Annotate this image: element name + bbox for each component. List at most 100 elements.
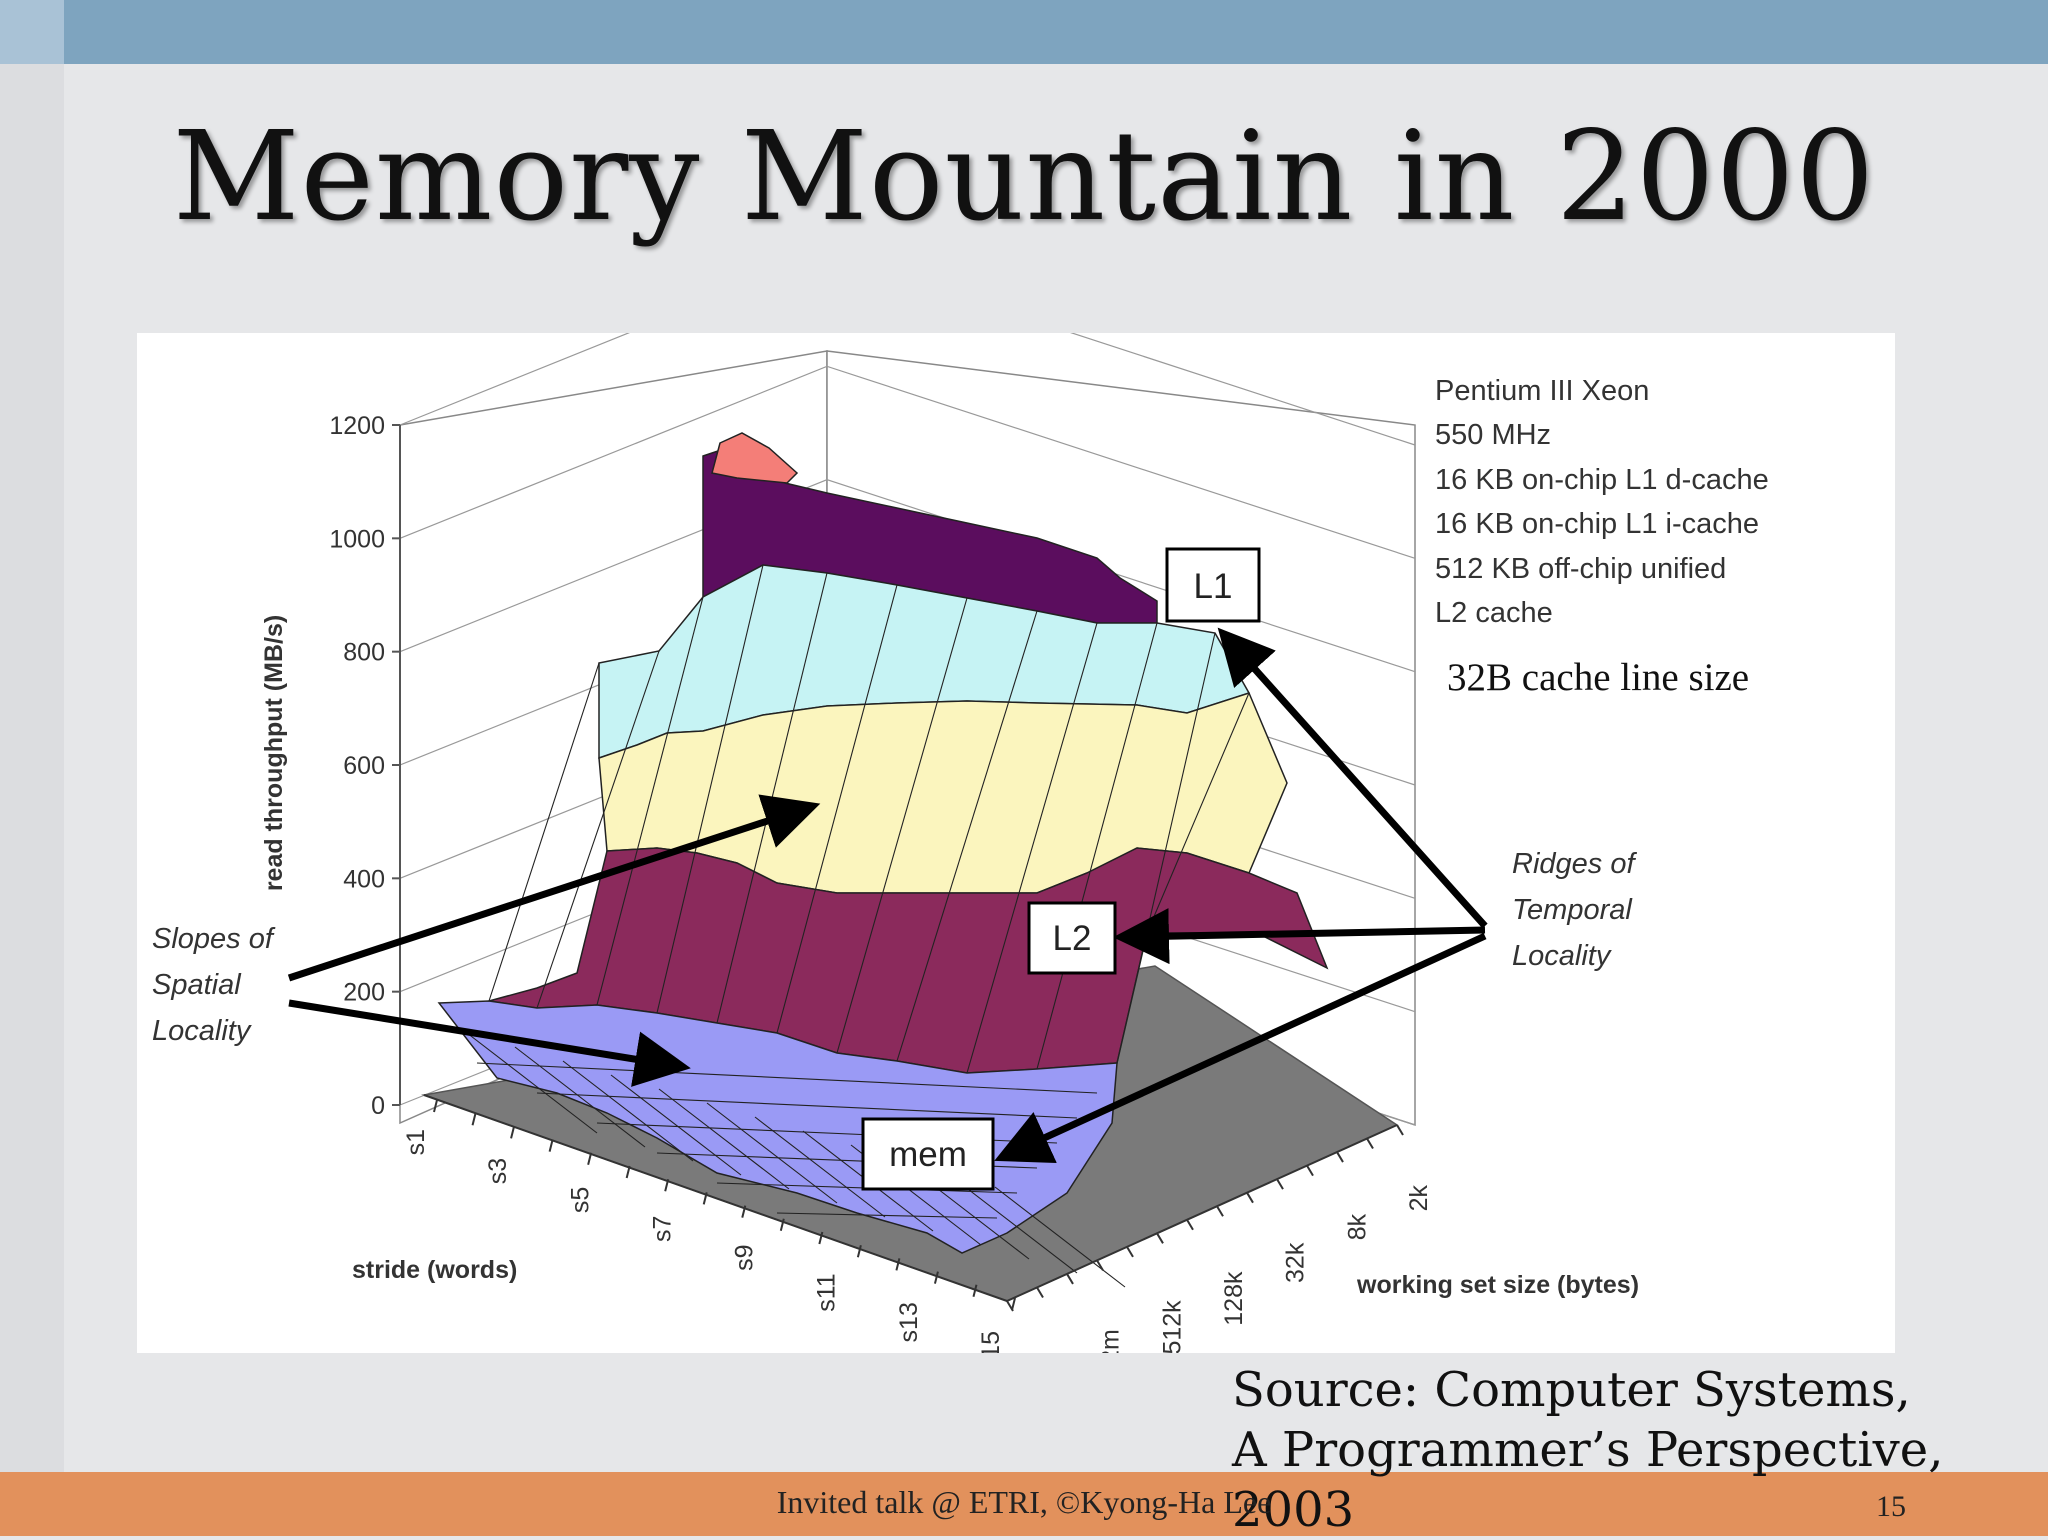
spec-line: 16 KB on-chip L1 i-cache bbox=[1435, 508, 1759, 540]
size-tick-mark bbox=[1066, 1273, 1074, 1285]
mesh-line bbox=[610, 1074, 742, 1176]
stride-tick-label: s13 bbox=[895, 1302, 923, 1342]
stride-tick-mark bbox=[856, 1244, 862, 1258]
size-tick-mark bbox=[1216, 1205, 1224, 1217]
mesh-line bbox=[776, 1212, 998, 1219]
top-bar-accent bbox=[0, 0, 64, 64]
box-l2: L2 bbox=[1027, 901, 1117, 975]
mesh-line bbox=[536, 650, 660, 1009]
stride-ticks: s1 s3 s5 s7 s9 s11 s13 s15 bbox=[402, 1099, 1016, 1353]
y-ticks: 0 200 400 600 800 1000 1200 bbox=[329, 412, 400, 1120]
stride-tick-mark bbox=[1011, 1297, 1016, 1311]
spec-block: Pentium III Xeon 550 MHz 16 KB on-chip L… bbox=[1435, 375, 1769, 629]
slopes-annotation: Slopes of Spatial Locality bbox=[152, 923, 276, 1047]
slopes-line: Locality bbox=[152, 1015, 252, 1047]
memory-mountain-figure: 0 200 400 600 800 1000 1200 read throughput (M… bbox=[137, 333, 1895, 1353]
box-l1-label: L1 bbox=[1194, 567, 1233, 606]
stride-tick-mark bbox=[625, 1165, 631, 1179]
mountain-svg: 0 200 400 600 800 1000 1200 read throughput (M… bbox=[152, 333, 1769, 1353]
size-tick-mark bbox=[1306, 1165, 1314, 1177]
mesh-line bbox=[1146, 692, 1250, 934]
stride-tick-label: s1 bbox=[402, 1129, 430, 1155]
stride-axis-line bbox=[423, 1094, 1008, 1302]
cache-line-note: 32B cache line size bbox=[1447, 656, 1749, 699]
stride-tick-mark bbox=[471, 1112, 477, 1126]
box-l1-frame bbox=[1165, 547, 1261, 623]
stride-tick-label: s3 bbox=[484, 1158, 512, 1184]
slopes-line: Spatial bbox=[152, 969, 242, 1001]
arrow-slopes-lower bbox=[288, 999, 691, 1087]
mesh-line bbox=[476, 1062, 1098, 1094]
mesh-line bbox=[488, 662, 600, 1002]
ridges-line: Temporal bbox=[1512, 894, 1633, 926]
size-axis-line bbox=[1006, 1124, 1398, 1302]
mesh-line bbox=[754, 1116, 886, 1218]
band-peak-salmon bbox=[711, 432, 799, 484]
size-tick-mark bbox=[1246, 1192, 1254, 1204]
spec-line: 16 KB on-chip L1 d-cache bbox=[1435, 464, 1769, 496]
mesh-line bbox=[536, 1092, 1078, 1119]
mesh-line bbox=[1116, 632, 1216, 1064]
stride-tick-mark bbox=[972, 1284, 978, 1298]
size-tick-label: 2k bbox=[1405, 1185, 1433, 1212]
stride-tick-mark bbox=[510, 1126, 516, 1139]
mesh-line bbox=[466, 1032, 598, 1134]
ridges-annotation: Ridges of Temporal Locality bbox=[1512, 848, 1637, 972]
bottom-bar bbox=[0, 1472, 2048, 1536]
size-tick-mark bbox=[1036, 1286, 1044, 1298]
spec-line: L2 cache bbox=[1435, 597, 1553, 629]
y-tick-label: 0 bbox=[371, 1092, 385, 1120]
box-mem-label: mem bbox=[889, 1135, 967, 1174]
mesh-line bbox=[562, 1060, 694, 1162]
stride-tick-label: s9 bbox=[731, 1244, 759, 1270]
size-tick-label: 8k bbox=[1343, 1213, 1371, 1240]
stride-tick-mark bbox=[587, 1152, 593, 1166]
stride-tick-mark bbox=[702, 1192, 708, 1205]
left-strip bbox=[0, 64, 64, 1472]
size-axis-label: working set size (bytes) bbox=[1356, 1271, 1639, 1299]
box-l2-frame bbox=[1027, 901, 1117, 975]
gridline bbox=[399, 333, 1416, 446]
size-tick-label: 128k bbox=[1220, 1271, 1248, 1326]
size-ticks: 8m2m512k128k32k8k2k bbox=[1006, 1124, 1433, 1353]
mesh-line bbox=[896, 610, 1038, 1062]
gridline bbox=[399, 365, 1416, 559]
size-tick-mark bbox=[1396, 1124, 1404, 1136]
box-l2-label: L2 bbox=[1053, 919, 1092, 958]
mesh-line bbox=[966, 622, 1098, 1074]
stride-tick-label: s5 bbox=[566, 1187, 594, 1213]
y-tick-label: 800 bbox=[343, 639, 385, 667]
arrow-slopes-upper bbox=[287, 794, 821, 982]
page-number: 15 bbox=[1876, 1490, 1906, 1523]
size-tick-label: 512k bbox=[1158, 1300, 1186, 1353]
mesh-line bbox=[994, 1186, 1126, 1288]
mesh-line bbox=[658, 1088, 790, 1190]
spec-line: 512 KB off-chip unified bbox=[1435, 553, 1726, 585]
source-line-1: Source: Computer Systems, bbox=[1232, 1362, 1911, 1418]
box-mem: mem bbox=[861, 1117, 995, 1191]
stride-tick-mark bbox=[741, 1205, 747, 1218]
y-tick-label: 600 bbox=[343, 752, 385, 780]
source-citation: Source: Computer Systems, A Programmer’s… bbox=[1232, 1360, 2048, 1540]
stride-tick-mark bbox=[548, 1139, 554, 1152]
stride-tick-mark bbox=[433, 1099, 438, 1113]
size-tick-mark bbox=[1096, 1259, 1104, 1271]
y-axis-label: read throughput (MB/s) bbox=[260, 615, 288, 891]
mesh-line bbox=[656, 564, 764, 1014]
arrow-ridge-mem bbox=[994, 932, 1487, 1163]
size-tick-mark bbox=[1126, 1246, 1134, 1258]
size-tick-mark bbox=[1336, 1151, 1344, 1163]
slopes-line: Slopes of bbox=[152, 923, 276, 955]
stride-tick-label: s15 bbox=[977, 1331, 1005, 1353]
ridges-line: Locality bbox=[1512, 940, 1612, 972]
surface-mesh bbox=[466, 564, 1250, 1288]
size-tick-mark bbox=[1366, 1138, 1374, 1150]
slide-title: Memory Mountain in 2000 bbox=[172, 105, 1876, 249]
arrow-ridge-l2 bbox=[1113, 908, 1486, 965]
annotation-arrows bbox=[287, 627, 1488, 1163]
size-tick-label: 32k bbox=[1282, 1242, 1310, 1283]
size-tick-mark bbox=[1276, 1178, 1284, 1190]
spec-line: 550 MHz bbox=[1435, 419, 1551, 451]
ridges-line: Ridges of bbox=[1512, 848, 1637, 880]
footer-credit: Invited talk @ ETRI, ©Kyong-Ha Lee bbox=[776, 1484, 1272, 1520]
